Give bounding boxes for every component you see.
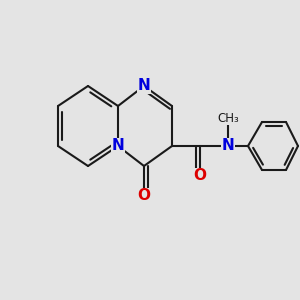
Text: CH₃: CH₃ xyxy=(217,112,239,124)
Text: N: N xyxy=(222,139,234,154)
Text: N: N xyxy=(138,79,150,94)
Text: O: O xyxy=(194,169,206,184)
Text: O: O xyxy=(137,188,151,203)
Text: N: N xyxy=(112,139,124,154)
